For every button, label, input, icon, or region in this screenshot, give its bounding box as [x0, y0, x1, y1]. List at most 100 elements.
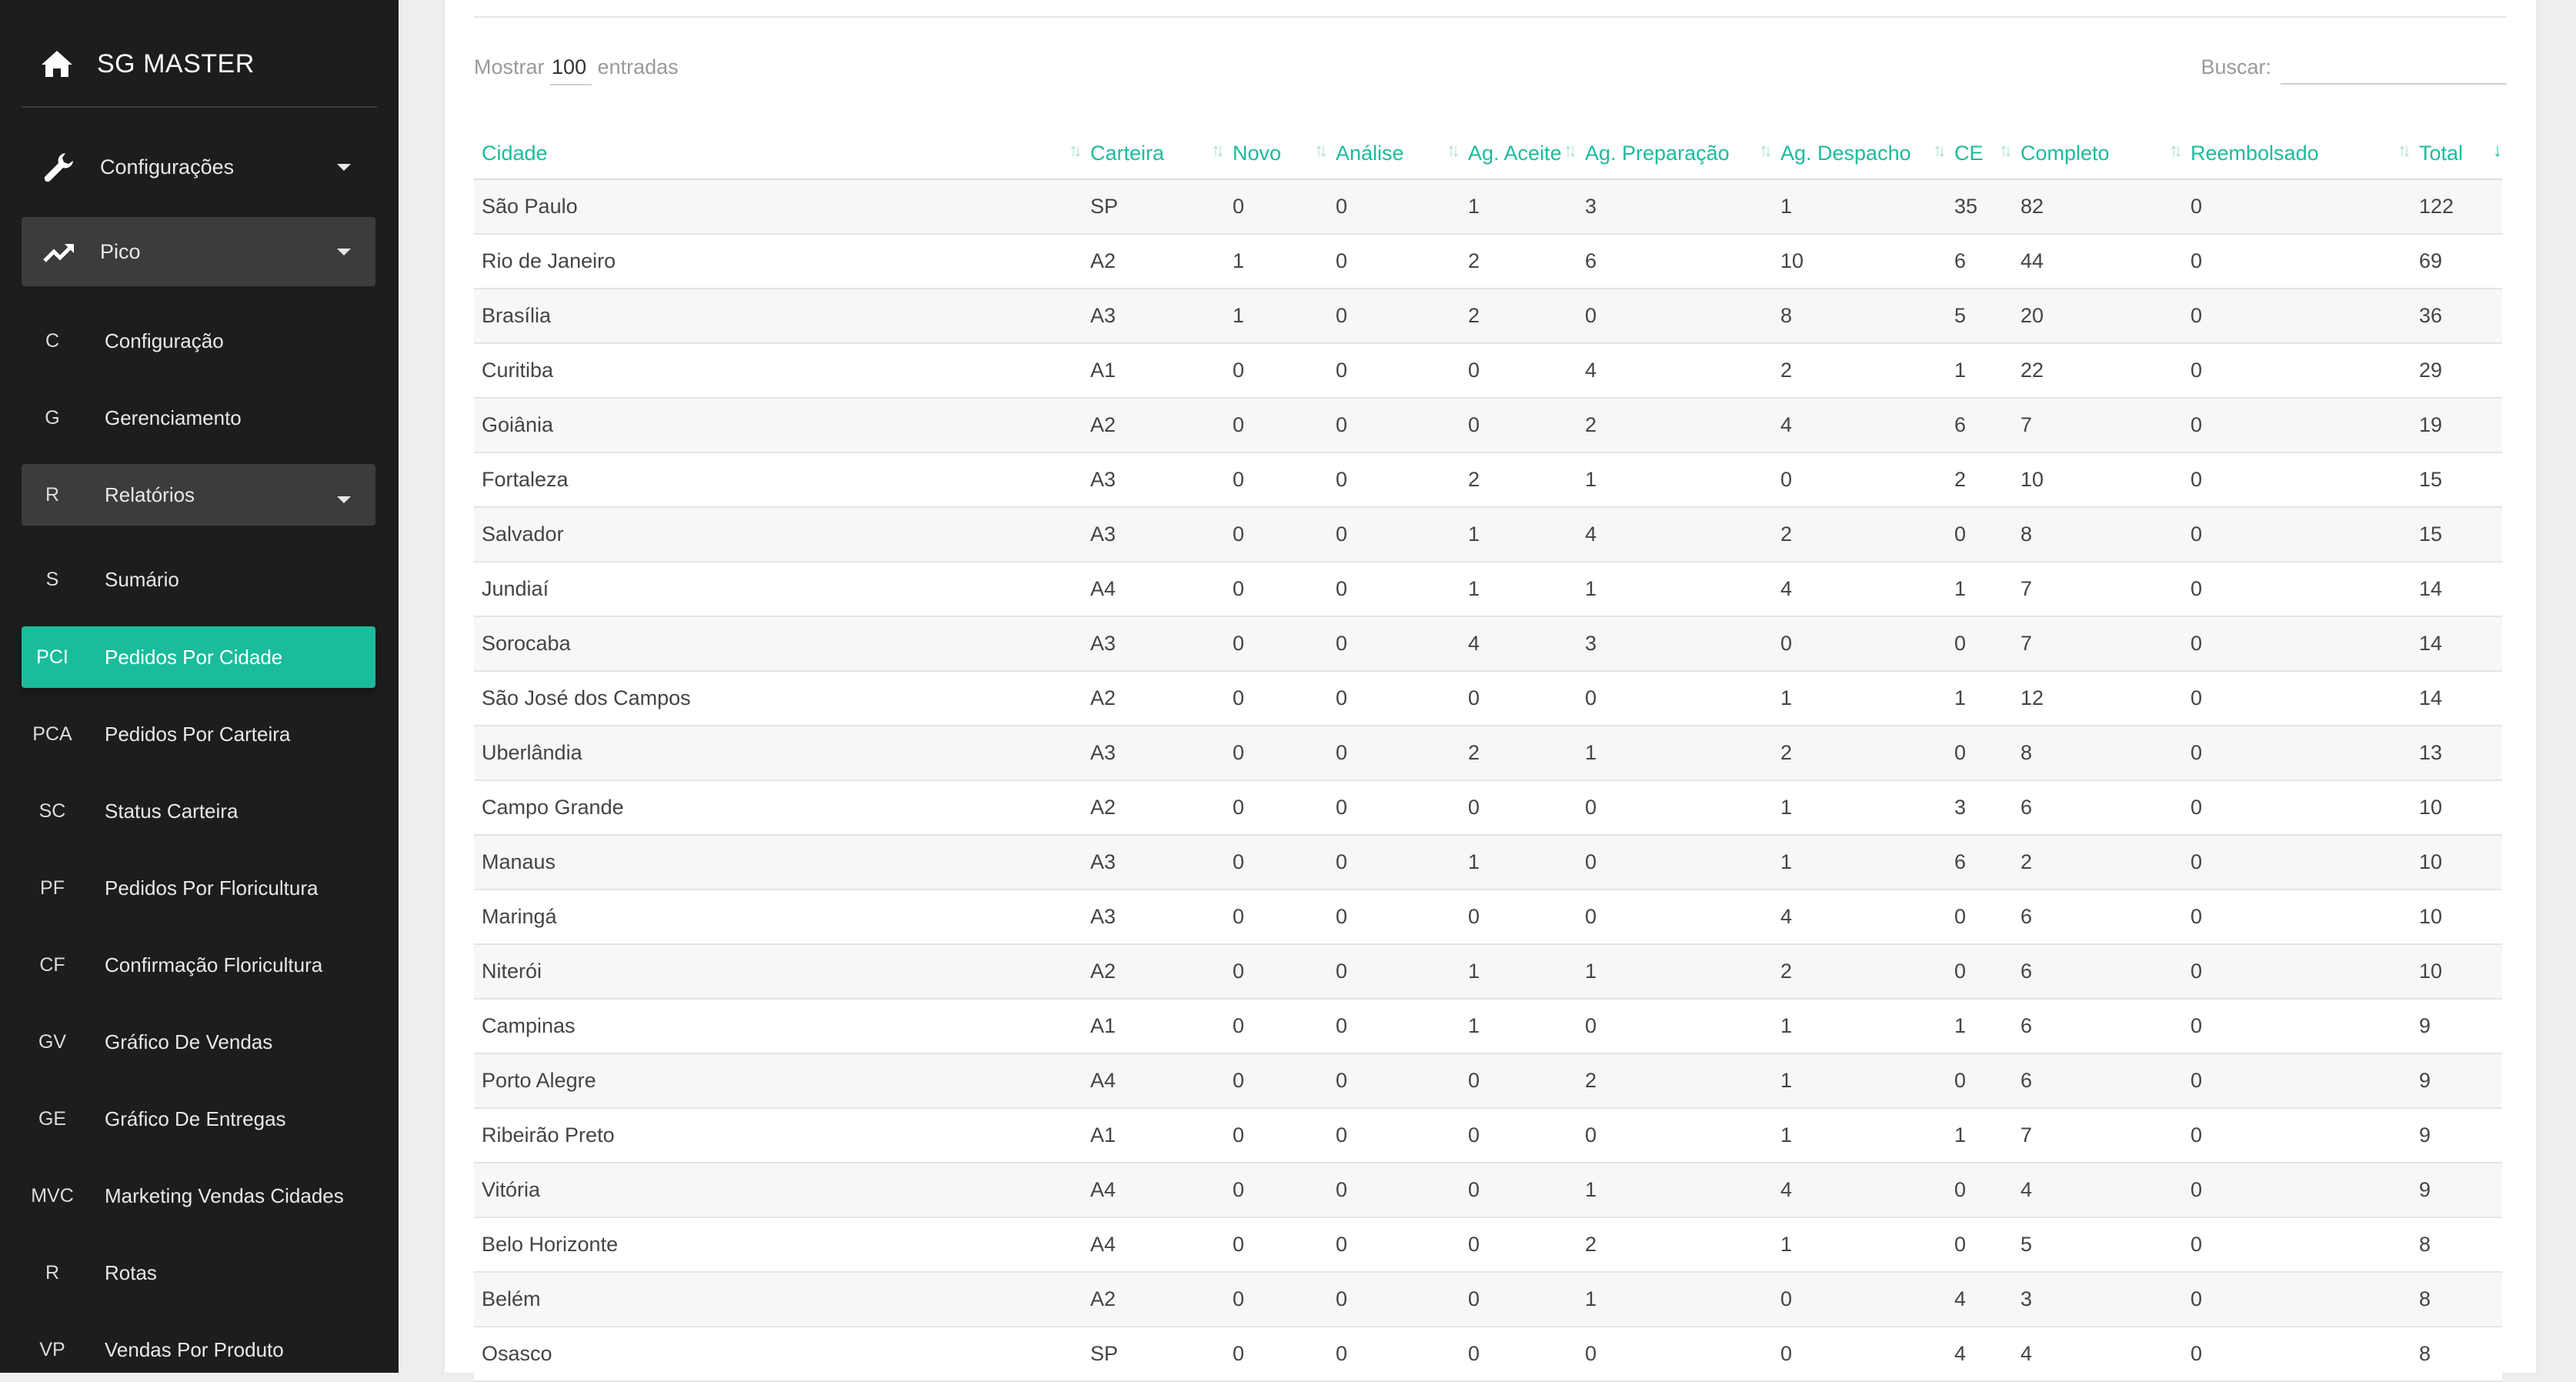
table-cell: A3 — [1083, 616, 1225, 672]
menu-pico[interactable]: Pico — [22, 217, 375, 286]
table-cell: 0 — [1947, 890, 2013, 945]
table-cell: 0 — [1328, 726, 1460, 781]
table-cell: 8 — [2013, 726, 2183, 781]
column-header[interactable]: Análise ↑↓ — [1328, 128, 1460, 180]
column-header[interactable]: Novo ↑↓ — [1225, 128, 1328, 180]
sidebar-item-gerenciamento[interactable]: G Gerenciamento — [22, 387, 375, 449]
table-cell: 0 — [1460, 1108, 1577, 1163]
sort-icon: ↑↓ — [2169, 140, 2183, 161]
column-header[interactable]: Completo ↑↓ — [2013, 128, 2183, 180]
sidebar-item-rotas[interactable]: R Rotas — [22, 1242, 375, 1304]
sidebar-item-grafico-de-vendas[interactable]: GV Gráfico De Vendas — [22, 1011, 375, 1073]
column-header[interactable]: Cidade ↑↓ — [474, 128, 1083, 180]
table-cell: 14 — [2411, 671, 2502, 726]
table-cell: 82 — [2013, 179, 2183, 235]
table-cell: 0 — [1460, 890, 1577, 945]
table-cell: 10 — [2411, 780, 2502, 836]
home-icon — [42, 51, 72, 77]
entries-per-page-select[interactable]: 100 — [550, 55, 592, 85]
table-cell: Brasília — [474, 289, 1083, 344]
sidebar: SG MASTER Configurações Pico C Configura… — [0, 0, 399, 1373]
column-header[interactable]: Ag. Preparação ↑↓ — [1577, 128, 1773, 180]
sidebar-item-vendas-por-produto[interactable]: VP Vendas Por Produto — [22, 1319, 375, 1373]
table-cell: 3 — [1947, 780, 2013, 836]
table-cell: 0 — [1460, 1272, 1577, 1327]
table-cell: 0 — [1225, 999, 1328, 1054]
sidebar-item-marketing-vendas-cidades[interactable]: MVC Marketing Vendas Cidades — [22, 1165, 375, 1227]
entries-length-control: Mostrar 100 entradas — [474, 55, 679, 85]
table-cell: 6 — [2013, 890, 2183, 945]
table-row: Uberlândia A3 0 0 2 1 2 0 8 0 13 — [474, 726, 2502, 781]
table-cell: 0 — [2183, 1053, 2411, 1109]
item-label: Pedidos Por Cidade — [105, 645, 283, 669]
table-cell: 0 — [1225, 890, 1328, 945]
item-abbr: SC — [38, 799, 66, 822]
table-cell: 15 — [2411, 452, 2502, 508]
table-cell: 22 — [2013, 343, 2183, 399]
sidebar-item-pedidos-por-floricultura[interactable]: PF Pedidos Por Floricultura — [22, 857, 375, 919]
table-cell: 0 — [1460, 398, 1577, 453]
table-cell: 1 — [1947, 343, 2013, 399]
sidebar-item-pedidos-por-carteira[interactable]: PCA Pedidos Por Carteira — [22, 703, 375, 765]
search-input[interactable] — [2281, 51, 2507, 85]
item-label: Marketing Vendas Cidades — [105, 1183, 344, 1207]
table-cell: Porto Alegre — [474, 1053, 1083, 1109]
table-row: Rio de Janeiro A2 1 0 2 6 10 6 44 0 69 — [474, 234, 2502, 289]
sidebar-item-pedidos-por-cidade[interactable]: PCI Pedidos Por Cidade — [22, 626, 375, 688]
table-cell: A1 — [1083, 1108, 1225, 1163]
sidebar-item-grafico-de-entregas[interactable]: GE Gráfico De Entregas — [22, 1088, 375, 1150]
table-cell: 1 — [1773, 780, 1947, 836]
table-cell: 10 — [1773, 234, 1947, 289]
column-header[interactable]: Ag. Aceite ↑↓ — [1460, 128, 1577, 180]
sidebar-item-configuracao[interactable]: C Configuração — [22, 310, 375, 372]
brand[interactable]: SG MASTER — [22, 22, 377, 108]
table-cell: A3 — [1083, 890, 1225, 945]
sidebar-item-sumario[interactable]: S Sumário — [22, 549, 375, 610]
table-cell: 5 — [2013, 1217, 2183, 1273]
item-label: Configuração — [105, 329, 224, 352]
item-abbr: G — [45, 406, 60, 429]
sidebar-item-confirmacao-floricultura[interactable]: CF Confirmação Floricultura — [22, 934, 375, 996]
table-body: São Paulo SP 0 0 1 3 1 35 82 0 122 Rio de Janeiro A2… — [474, 179, 2502, 1382]
table-cell: 0 — [1460, 1217, 1577, 1273]
table-cell: 0 — [1460, 1327, 1577, 1382]
table-cell: 0 — [1773, 1272, 1947, 1327]
table-cell: 5 — [1947, 289, 2013, 344]
item-abbr: PCA — [32, 723, 72, 745]
table-cell: 0 — [2183, 780, 2411, 836]
table-cell: 0 — [1328, 1163, 1460, 1218]
table-cell: 2 — [1460, 726, 1577, 781]
length-suffix: entradas — [597, 55, 679, 78]
table-cell: 0 — [2183, 726, 2411, 781]
table-cell: 7 — [2013, 1108, 2183, 1163]
column-header[interactable]: CE ↑↓ — [1947, 128, 2013, 180]
app-title: SG MASTER — [97, 48, 255, 78]
column-header[interactable]: Ag. Despacho ↑↓ — [1773, 128, 1947, 180]
table-cell: 0 — [2183, 999, 2411, 1054]
report-card: Mostrar 100 entradas Buscar: Cidade ↑↓ Car… — [445, 0, 2536, 1382]
menu-configuracoes[interactable]: Configurações — [22, 132, 375, 202]
table-cell: 0 — [1947, 1163, 2013, 1218]
sidebar-item-status-carteira[interactable]: SC Status Carteira — [22, 780, 375, 842]
orders-by-city-table: Cidade ↑↓ Carteira ↑↓ Novo ↑↓ Análise ↑↓ Ag. Ace… — [474, 128, 2502, 1382]
column-header[interactable]: Reembolsado ↑↓ — [2183, 128, 2411, 180]
sort-icon: ↑↓ — [1446, 140, 1460, 161]
column-header[interactable]: Carteira ↑↓ — [1083, 128, 1225, 180]
table-row: Maringá A3 0 0 0 0 4 0 6 0 10 — [474, 890, 2502, 945]
table-cell: 0 — [1328, 780, 1460, 836]
table-cell: 20 — [2013, 289, 2183, 344]
sort-icon: ↑↓ — [2397, 140, 2411, 161]
table-cell: 0 — [2183, 562, 2411, 617]
table-cell: 4 — [1773, 562, 1947, 617]
item-label: Confirmação Floricultura — [105, 953, 323, 976]
item-label: Rotas — [105, 1260, 157, 1284]
table-cell: SP — [1083, 179, 1225, 235]
table-cell: 0 — [2183, 507, 2411, 562]
table-cell: 0 — [2183, 671, 2411, 726]
item-abbr: CF — [39, 953, 65, 976]
table-cell: 0 — [2183, 289, 2411, 344]
sidebar-item-relatorios[interactable]: R Relatórios — [22, 464, 375, 526]
item-abbr: MVC — [31, 1184, 74, 1207]
table-cell: 3 — [2013, 1272, 2183, 1327]
column-header[interactable]: Total ↓ — [2411, 128, 2502, 180]
